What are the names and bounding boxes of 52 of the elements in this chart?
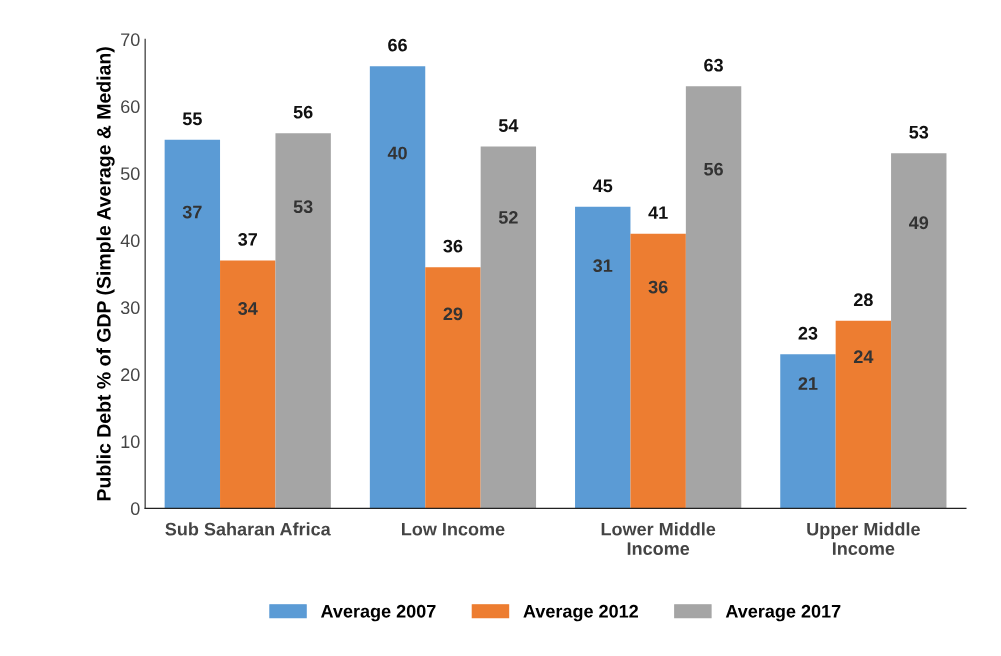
- bar: [780, 354, 836, 509]
- data-label: 28: [853, 293, 873, 307]
- y-tick-label: 70: [121, 33, 140, 47]
- legend-label: Average 2007: [320, 604, 436, 622]
- y-tick-label: 40: [120, 234, 140, 248]
- bar: [891, 153, 947, 509]
- y-tick-label: 20: [121, 368, 140, 382]
- y-tick-label: 10: [121, 435, 140, 449]
- data-label: 53: [909, 125, 929, 139]
- annotation: 40: [387, 146, 407, 160]
- bar: [220, 260, 276, 509]
- bar: [835, 320, 892, 509]
- annotation: 29: [443, 307, 463, 321]
- annotation: 49: [909, 216, 929, 230]
- data-label: 36: [443, 239, 463, 253]
- annotation: 24: [853, 350, 874, 363]
- y-tick-label: 30: [120, 301, 140, 315]
- annotation: 31: [593, 259, 613, 273]
- legend-label: Average 2017: [725, 604, 841, 622]
- bar: [275, 133, 331, 509]
- data-label: 37: [238, 233, 257, 246]
- y-tick-label: 0: [130, 502, 140, 516]
- annotation: 53: [293, 200, 313, 214]
- bar: [164, 139, 221, 509]
- x-tick-label: Low Income: [402, 522, 505, 536]
- y-tick-label: 60: [121, 100, 140, 114]
- bar: [685, 86, 742, 509]
- data-label: 63: [704, 58, 723, 72]
- data-label: 56: [293, 105, 313, 119]
- data-label: 23: [798, 326, 818, 340]
- bar: [575, 206, 631, 509]
- legend-label: Average 2012: [523, 604, 638, 622]
- data-label: 66: [388, 38, 407, 52]
- bar: [480, 146, 537, 509]
- data-label: 45: [592, 179, 613, 193]
- data-label: 55: [182, 112, 202, 126]
- x-tick-label: Sub Saharan Africa: [165, 522, 331, 536]
- x-tick-label: Lower Middle Income: [601, 522, 716, 555]
- data-label: 41: [648, 206, 668, 219]
- bar: [369, 66, 426, 509]
- annotation: 52: [498, 211, 518, 224]
- annotation: 21: [798, 377, 818, 390]
- data-label: 54: [498, 119, 519, 132]
- y-axis-title: Public Debt % of GDP (Simple Average & Median): [96, 47, 115, 501]
- annotation: 34: [238, 302, 258, 315]
- x-tick-label: Upper Middle Income: [807, 522, 920, 555]
- annotation: 56: [704, 162, 723, 176]
- bar: [425, 267, 481, 509]
- bar: [630, 233, 686, 509]
- annotation: 37: [182, 205, 202, 219]
- annotation: 36: [648, 280, 668, 294]
- y-tick-label: 50: [120, 167, 140, 181]
